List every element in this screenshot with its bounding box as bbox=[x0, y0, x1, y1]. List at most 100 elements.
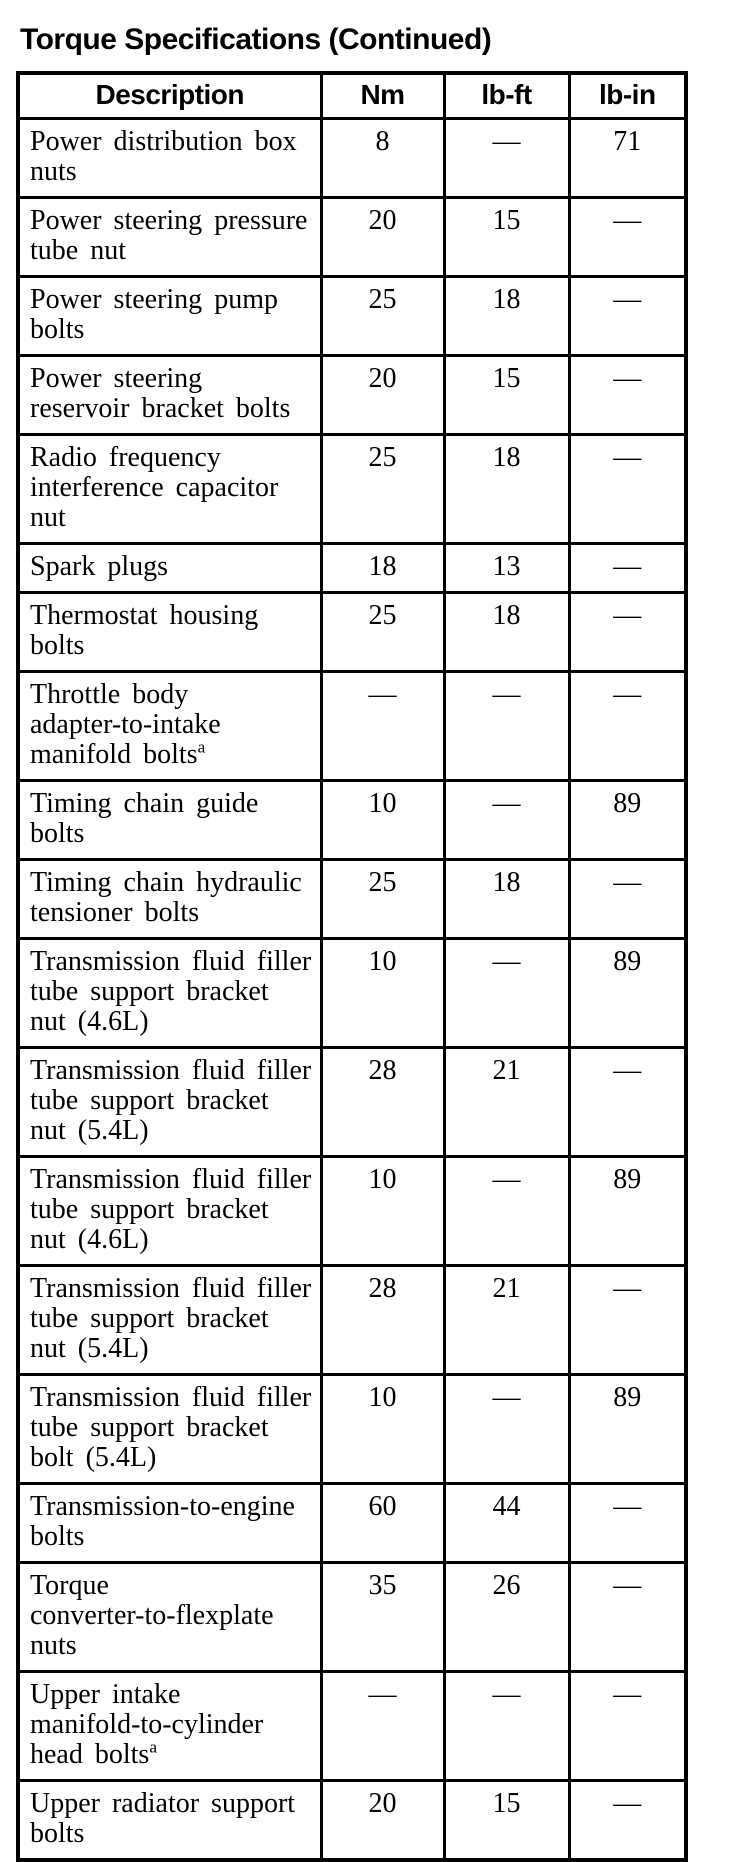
lb-ft-value-cell: 18 bbox=[442, 591, 571, 673]
nm-value-cell: 25 bbox=[319, 433, 446, 545]
lb-ft-value-cell: — bbox=[442, 1373, 571, 1485]
lb-in-value-cell: — bbox=[567, 354, 688, 436]
footnote-marker: a bbox=[149, 1737, 158, 1757]
lb-in-value-cell: — bbox=[567, 196, 688, 278]
lb-ft-value-cell: — bbox=[442, 670, 571, 782]
table-row: Transmission fluid filler tube support b… bbox=[16, 1264, 688, 1376]
column-header-nm: Nm bbox=[319, 71, 446, 120]
nm-value-cell: 28 bbox=[319, 1264, 446, 1376]
description-cell: Spark plugs bbox=[16, 542, 323, 594]
lb-in-value-cell: — bbox=[567, 1561, 688, 1673]
table-row: Timing chain hydraulic tensioner bolts 25… bbox=[16, 858, 688, 940]
nm-value-cell: 10 bbox=[319, 779, 446, 861]
lb-in-value-cell: 89 bbox=[567, 779, 688, 861]
nm-value-cell: 60 bbox=[319, 1482, 446, 1564]
lb-ft-value-cell: 18 bbox=[442, 433, 571, 545]
column-header-lb-in: lb-in bbox=[567, 71, 688, 120]
nm-value-cell: 10 bbox=[319, 1373, 446, 1485]
table-row: Transmission fluid filler tube support b… bbox=[16, 1155, 688, 1267]
table-row: Throttle body adapter-to-intake manifold… bbox=[16, 670, 688, 782]
nm-value-cell: 10 bbox=[319, 1155, 446, 1267]
table-row: Power steering pressure tube nut 20 15— bbox=[16, 196, 688, 278]
lb-ft-value-cell: 26 bbox=[442, 1561, 571, 1673]
nm-value-cell: 10 bbox=[319, 937, 446, 1049]
lb-in-value-cell: — bbox=[567, 1670, 688, 1782]
footnote-marker: a bbox=[197, 737, 206, 757]
nm-value-cell: 25 bbox=[319, 275, 446, 357]
table-row: Timing chain guide bolts 10—89 bbox=[16, 779, 688, 861]
lb-in-value-cell: — bbox=[567, 1779, 688, 1862]
table-row: Torque converter-to-flexplate nuts 35 26— bbox=[16, 1561, 688, 1673]
description-cell: Transmission fluid filler tube support b… bbox=[16, 1155, 323, 1267]
description-cell: Torque converter-to-flexplate nuts bbox=[16, 1561, 323, 1673]
table-row: Power steering pump bolts 25 18— bbox=[16, 275, 688, 357]
lb-ft-value-cell: 13 bbox=[442, 542, 571, 594]
lb-ft-value-cell: — bbox=[442, 937, 571, 1049]
nm-value-cell: 8 bbox=[319, 117, 446, 199]
table-row: Power distribution box nuts 8—71 bbox=[16, 117, 688, 199]
column-header-lb-ft: lb-ft bbox=[442, 71, 571, 120]
description-cell: Transmission fluid filler tube support b… bbox=[16, 1046, 323, 1158]
description-cell: Power distribution box nuts bbox=[16, 117, 323, 199]
nm-value-cell: 18 bbox=[319, 542, 446, 594]
lb-ft-value-cell: 15 bbox=[442, 1779, 571, 1862]
lb-in-value-cell: — bbox=[567, 1264, 688, 1376]
page-title: Torque Specifications (Continued) bbox=[20, 23, 492, 56]
description-cell: Radio frequency interference capacitor n… bbox=[16, 433, 323, 545]
table-row: Radio frequency interference capacitor n… bbox=[16, 433, 688, 545]
description-cell: Thermostat housing bolts bbox=[16, 591, 323, 673]
description-cell: Transmission fluid filler tube support b… bbox=[16, 1264, 323, 1376]
lb-in-value-cell: 89 bbox=[567, 1373, 688, 1485]
lb-ft-value-cell: — bbox=[442, 779, 571, 861]
nm-value-cell: 28 bbox=[319, 1046, 446, 1158]
lb-ft-value-cell: 15 bbox=[442, 354, 571, 436]
table-row: Upper intake manifold-to-cylinder head b… bbox=[16, 1670, 688, 1782]
lb-in-value-cell: — bbox=[567, 542, 688, 594]
lb-ft-value-cell: 21 bbox=[442, 1264, 571, 1376]
nm-value-cell: 20 bbox=[319, 1779, 446, 1862]
nm-value-cell: 25 bbox=[319, 591, 446, 673]
lb-in-value-cell: — bbox=[567, 275, 688, 357]
lb-ft-value-cell: — bbox=[442, 1155, 571, 1267]
lb-in-value-cell: 89 bbox=[567, 1155, 688, 1267]
description-cell: Upper intake manifold-to-cylinder head b… bbox=[16, 1670, 323, 1782]
lb-ft-value-cell: 44 bbox=[442, 1482, 571, 1564]
lb-in-value-cell: — bbox=[567, 670, 688, 782]
description-cell: Upper radiator support bolts bbox=[16, 1779, 323, 1862]
lb-in-value-cell: 71 bbox=[567, 117, 688, 199]
torque-spec-table: Description Nm lb-ft lb-in Power distrib… bbox=[16, 71, 688, 1862]
nm-value-cell: 20 bbox=[319, 196, 446, 278]
table-row: Transmission fluid filler tube support b… bbox=[16, 937, 688, 1049]
lb-ft-value-cell: 21 bbox=[442, 1046, 571, 1158]
description-cell: Transmission fluid filler tube support b… bbox=[16, 1373, 323, 1485]
lb-in-value-cell: 89 bbox=[567, 937, 688, 1049]
table-body: Power distribution box nuts 8—71 Power ste… bbox=[16, 117, 688, 1862]
lb-in-value-cell: — bbox=[567, 591, 688, 673]
description-cell: Timing chain hydraulic tensioner bolts bbox=[16, 858, 323, 940]
lb-ft-value-cell: 18 bbox=[442, 275, 571, 357]
lb-ft-value-cell: 15 bbox=[442, 196, 571, 278]
lb-in-value-cell: — bbox=[567, 433, 688, 545]
lb-ft-value-cell: — bbox=[442, 117, 571, 199]
nm-value-cell: — bbox=[319, 670, 446, 782]
nm-value-cell: — bbox=[319, 1670, 446, 1782]
table-row: Transmission-to-engine bolts 60 44— bbox=[16, 1482, 688, 1564]
lb-ft-value-cell: — bbox=[442, 1670, 571, 1782]
table-row: Transmission fluid filler tube support b… bbox=[16, 1373, 688, 1485]
nm-value-cell: 25 bbox=[319, 858, 446, 940]
lb-ft-value-cell: 18 bbox=[442, 858, 571, 940]
table-row: Upper radiator support bolts 20 15— bbox=[16, 1779, 688, 1862]
description-cell: Power steering reservoir bracket bolts bbox=[16, 354, 323, 436]
lb-in-value-cell: — bbox=[567, 1482, 688, 1564]
column-header-description: Description bbox=[16, 71, 323, 120]
lb-in-value-cell: — bbox=[567, 1046, 688, 1158]
lb-in-value-cell: — bbox=[567, 858, 688, 940]
header-row: Description Nm lb-ft lb-in bbox=[16, 71, 688, 120]
description-cell: Transmission fluid filler tube support b… bbox=[16, 937, 323, 1049]
table-row: Thermostat housing bolts 25 18— bbox=[16, 591, 688, 673]
table-row: Spark plugs 18 13— bbox=[16, 542, 688, 594]
table-row: Transmission fluid filler tube support b… bbox=[16, 1046, 688, 1158]
description-cell: Power steering pressure tube nut bbox=[16, 196, 323, 278]
nm-value-cell: 35 bbox=[319, 1561, 446, 1673]
